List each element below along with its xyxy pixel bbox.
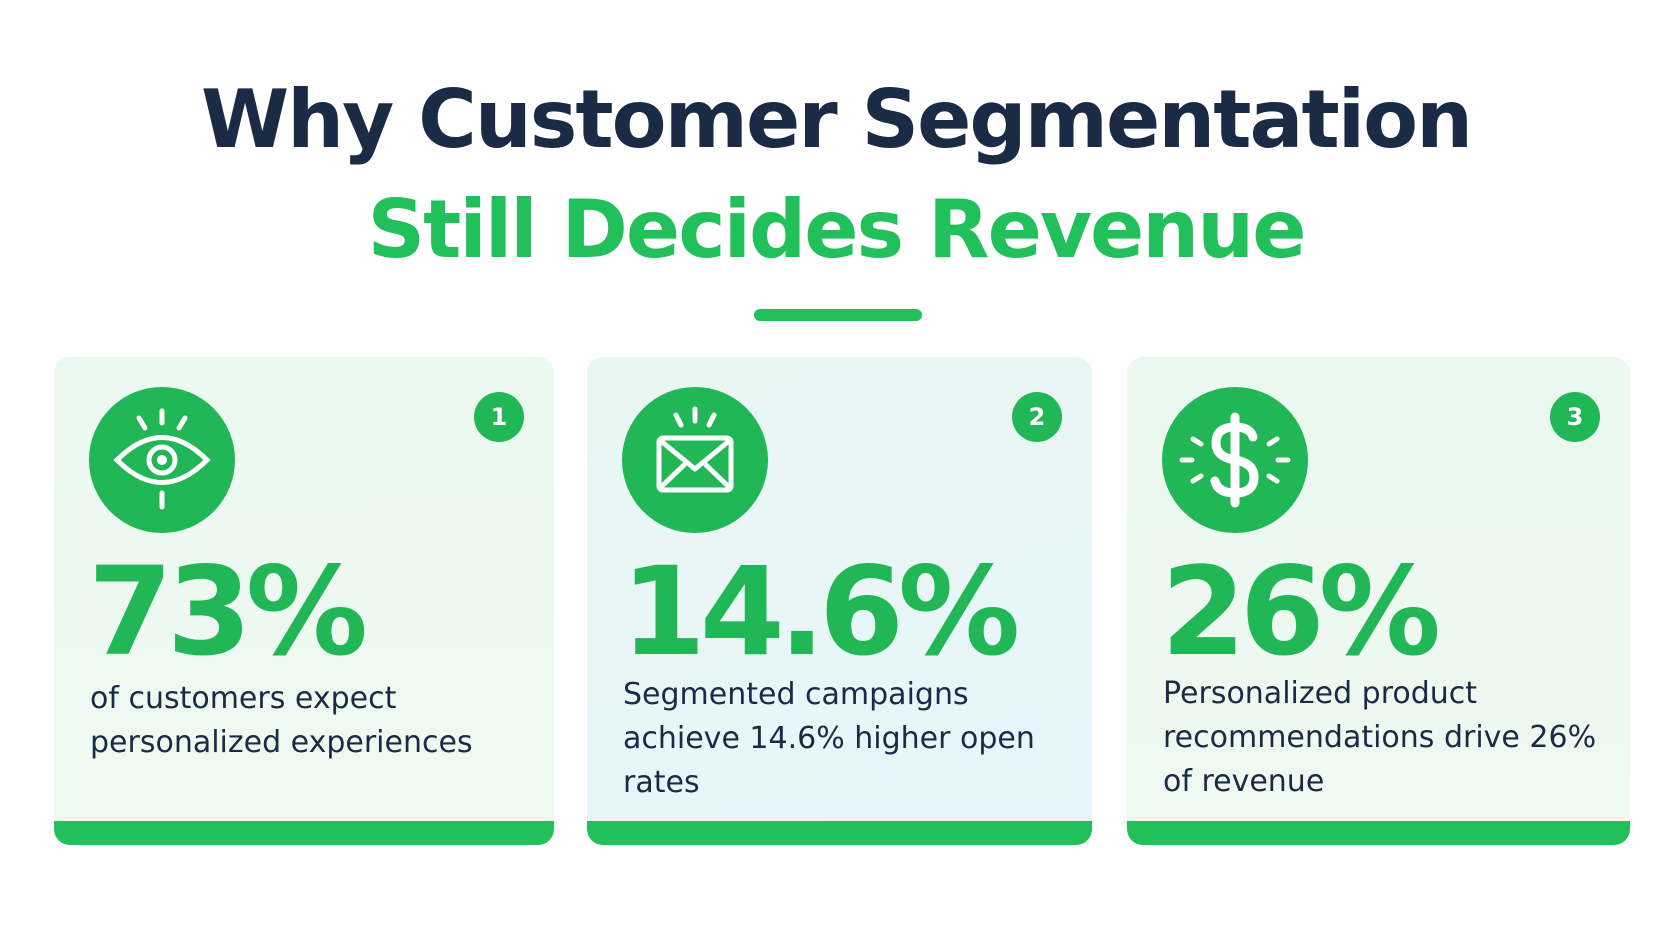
card-accent-bar [587,821,1092,845]
eye-icon [89,387,235,533]
card-accent-bar [1127,821,1630,845]
stat-card-3: 3 26% Personalized product recommendatio… [1127,357,1630,845]
stat-value: 14.6% [621,541,1020,683]
stat-description: Personalized product recommendations dri… [1163,676,1597,799]
title-divider [754,309,922,321]
title-line-2: Still Decides Revenue [367,183,1307,276]
stat-description: of customers expect personalized experie… [90,681,473,760]
stat-value: 26% [1161,541,1441,683]
envelope-icon [622,387,768,533]
stat-description: Segmented campaigns achieve 14.6% higher… [623,677,1035,800]
card-number-badge: 1 [474,392,524,442]
card-accent-bar [54,821,554,845]
card-number-badge: 2 [1012,392,1062,442]
dollar-icon [1162,387,1308,533]
stat-value: 73% [88,541,368,683]
card-number-badge: 3 [1550,392,1600,442]
title-line-1: Why Customer Segmentation [200,73,1473,166]
stat-card-1: 1 73% of customers expect personalized e… [54,357,554,845]
stat-card-2: 2 14.6% Segmented campaigns achieve 14.6… [587,357,1092,845]
